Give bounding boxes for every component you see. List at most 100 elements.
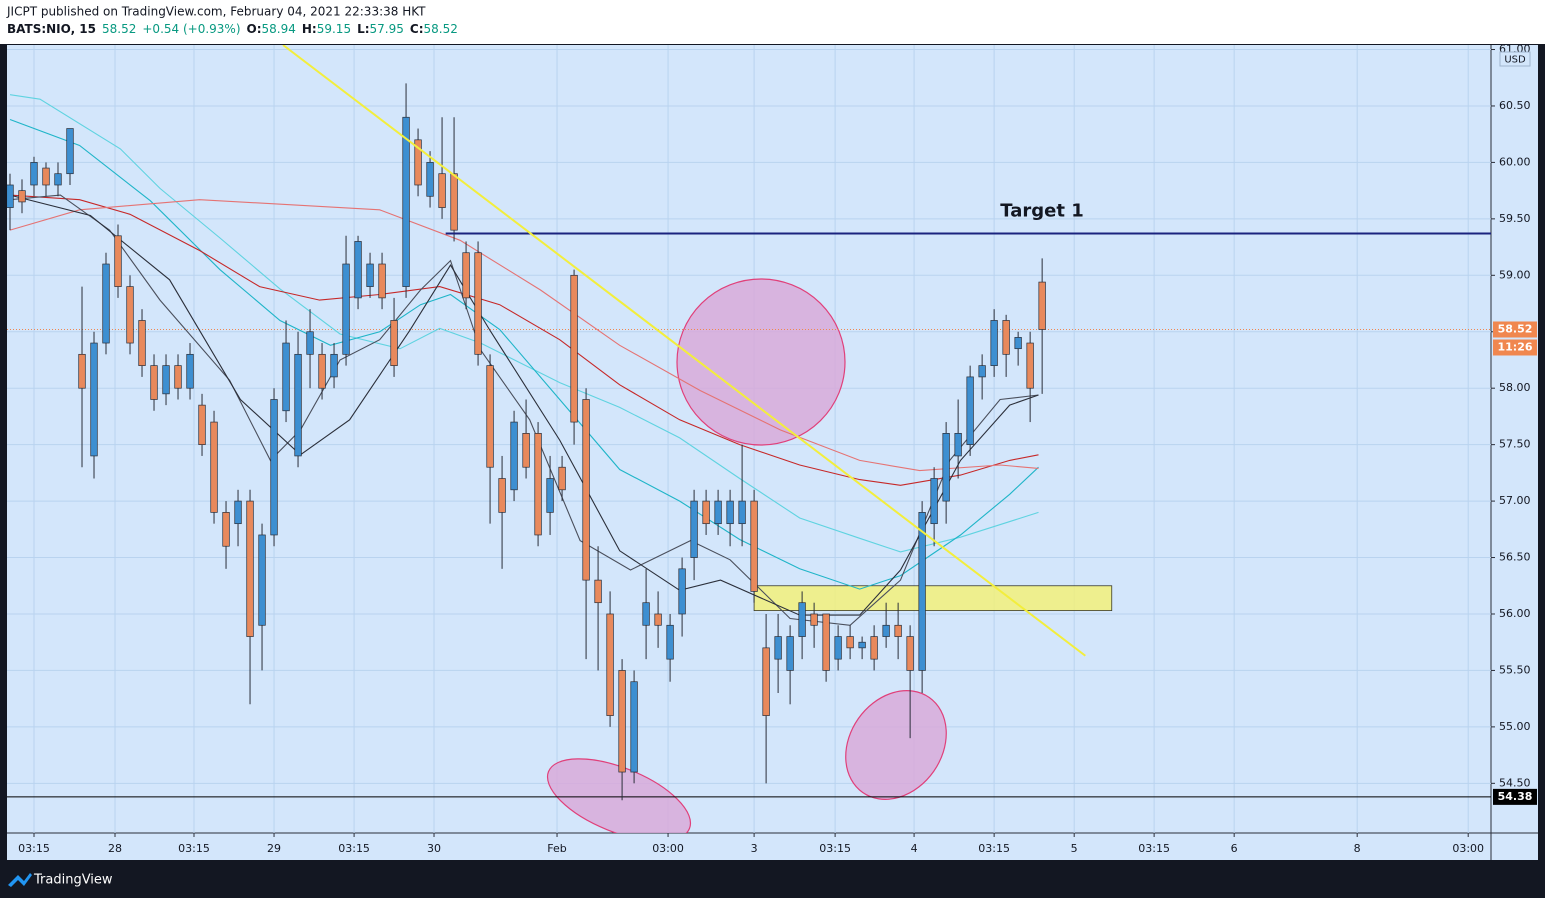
candle-body	[486, 365, 494, 468]
ma-line	[9, 199, 1039, 472]
candle-body	[558, 466, 566, 491]
last-value: 58.52	[102, 22, 136, 36]
x-tick-label: 30	[427, 842, 441, 855]
x-tick-label: 03:00	[1452, 842, 1484, 855]
candle-body	[318, 353, 326, 389]
candle-body	[978, 365, 986, 378]
candle-body	[7, 184, 14, 208]
candle-body	[210, 421, 218, 513]
candle-body	[690, 500, 698, 558]
x-tick-label: 8	[1354, 842, 1361, 855]
x-tick-label: 29	[267, 842, 281, 855]
candle-body	[162, 365, 170, 395]
candle-body	[630, 681, 638, 773]
ohlc-label: H:	[302, 22, 317, 36]
candle-body	[930, 478, 938, 525]
candle-body	[942, 433, 950, 502]
target-label: Target 1	[1000, 201, 1083, 222]
candle-body	[258, 534, 266, 626]
candle-body	[618, 670, 626, 773]
candle-body	[606, 613, 614, 716]
candle-body	[882, 624, 890, 637]
candle-body	[174, 365, 182, 389]
candle-body	[1038, 281, 1046, 330]
candle-body	[870, 636, 878, 660]
candle-body	[282, 342, 290, 412]
candle-body	[666, 624, 674, 660]
highlight-ellipse	[845, 690, 947, 800]
x-tick-label: 03:15	[978, 842, 1010, 855]
candle-body	[906, 636, 914, 671]
candle-body	[798, 602, 806, 637]
candle-body	[594, 579, 602, 604]
ohlc-value: 59.15	[317, 22, 351, 36]
last-price-tag	[1493, 321, 1537, 338]
candle-body	[246, 500, 254, 637]
ohlc-label: L:	[357, 22, 369, 36]
candle-body	[966, 376, 974, 445]
y-tick-label: 57.00	[1499, 494, 1531, 507]
highlight-ellipse	[676, 278, 846, 446]
x-tick-label: 4	[911, 842, 918, 855]
candle-body	[1026, 342, 1034, 389]
candle-body	[402, 116, 410, 287]
ohlc-value: 57.95	[370, 22, 404, 36]
candle-body	[90, 342, 98, 457]
x-tick-label: 03:15	[819, 842, 851, 855]
candle-body	[102, 263, 110, 344]
y-tick-label: 56.50	[1499, 551, 1531, 564]
support-label: 54.38	[1498, 790, 1533, 803]
candle-body	[582, 399, 590, 581]
candle-body	[186, 353, 194, 389]
ohlc-value: 58.94	[262, 22, 296, 36]
candle-body	[534, 433, 542, 536]
candle-body	[546, 478, 554, 513]
candle-body	[42, 167, 50, 186]
candle-body	[270, 399, 278, 536]
ohlc-value: 58.52	[424, 22, 458, 36]
candle-body	[570, 274, 578, 423]
chart-panel	[7, 45, 1538, 860]
x-tick-label: Feb	[547, 842, 566, 855]
candle-body	[294, 353, 302, 457]
candle-body	[1014, 337, 1022, 350]
symbol: BATS:NIO, 15	[7, 22, 96, 36]
candle-body	[702, 500, 710, 525]
candle-body	[678, 568, 686, 615]
candle-body	[1002, 320, 1010, 355]
zone	[753, 585, 1113, 611]
candle-body	[894, 624, 902, 637]
publish-info: JICPT published on TradingView.com, Febr…	[6, 5, 426, 19]
candle-body	[126, 286, 134, 344]
candle-body	[222, 512, 230, 547]
logo-mark	[8, 873, 32, 887]
y-tick-label: 54.50	[1499, 776, 1531, 789]
x-tick-label: 03:15	[178, 842, 210, 855]
y-tick-label: 59.50	[1499, 212, 1531, 225]
currency: USD	[1504, 55, 1526, 66]
change: +0.54 (+0.93%)	[142, 22, 240, 36]
ma-line	[9, 194, 1039, 616]
candle-body	[78, 353, 86, 389]
support-tag	[1493, 788, 1537, 805]
candle-body	[714, 500, 722, 525]
x-tick-label: 03:15	[338, 842, 370, 855]
candle-body	[30, 162, 38, 186]
candle-body	[858, 641, 866, 649]
last-price-label: 58.52	[1498, 322, 1533, 335]
x-tick-label: 03:15	[1138, 842, 1170, 855]
candle-body	[138, 320, 146, 366]
y-tick-label: 60.00	[1499, 155, 1531, 168]
y-tick-label: 55.00	[1499, 720, 1531, 733]
candle-body	[438, 173, 446, 208]
x-tick-label: 28	[108, 842, 122, 855]
candle-body	[450, 173, 458, 231]
ma-line	[9, 194, 1039, 486]
axes: 54.50 55.00 55.50 56.00 56.50 57.00 57.50 58.00…	[18, 43, 1537, 855]
x-tick-label: 3	[751, 842, 758, 855]
y-tick-label: 60.50	[1499, 99, 1531, 112]
candle-body	[990, 320, 998, 366]
candle-body	[54, 173, 62, 186]
